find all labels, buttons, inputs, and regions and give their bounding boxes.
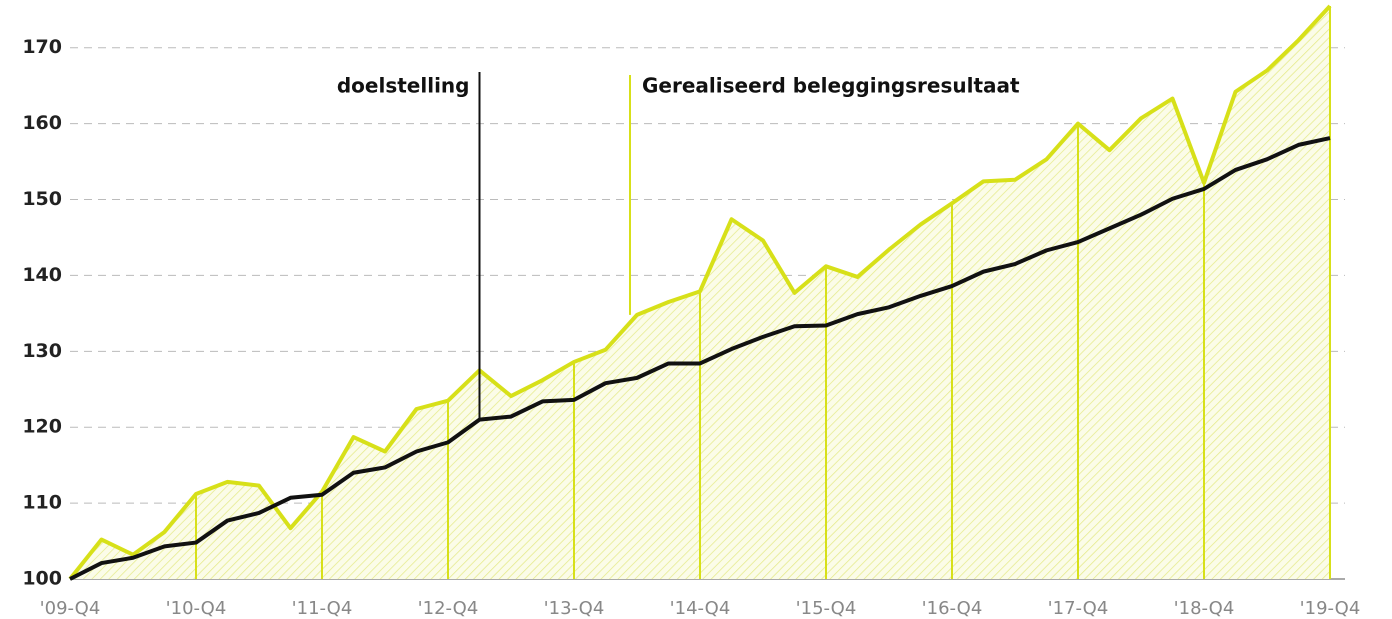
y-tick-label: 160: [22, 112, 62, 134]
legend-label: Gerealiseerd beleggingsresultaat: [642, 74, 1020, 98]
legend-label: doelstelling: [337, 74, 470, 98]
x-tick-label: '19-Q4: [1300, 598, 1361, 619]
x-tick-label: '15-Q4: [796, 598, 857, 619]
y-tick-label: 150: [22, 188, 62, 210]
y-tick-label: 170: [22, 36, 62, 58]
y-tick-label: 110: [22, 492, 62, 514]
x-tick-label: '18-Q4: [1174, 598, 1235, 619]
x-tick-label: '17-Q4: [1048, 598, 1109, 619]
x-tick-label: '09-Q4: [40, 598, 101, 619]
x-tick-label: '16-Q4: [922, 598, 983, 619]
y-tick-label: 130: [22, 340, 62, 362]
x-tick-label: '10-Q4: [166, 598, 227, 619]
x-tick-label: '12-Q4: [418, 598, 479, 619]
x-tick-label: '14-Q4: [670, 598, 731, 619]
x-tick-label: '13-Q4: [544, 598, 605, 619]
y-tick-label: 100: [22, 568, 62, 590]
x-tick-label: '11-Q4: [292, 598, 353, 619]
series-line: [69, 136, 1331, 581]
y-tick-label: 140: [22, 264, 62, 286]
series-line: [68, 4, 1332, 581]
y-tick-label: 120: [22, 416, 62, 438]
